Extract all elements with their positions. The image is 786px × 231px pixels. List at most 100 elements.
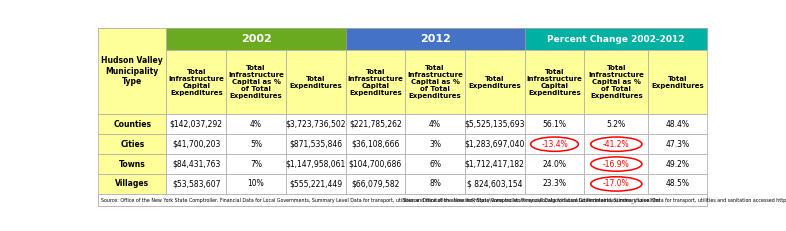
Bar: [98, 28, 167, 114]
Text: $41,700,203: $41,700,203: [172, 140, 221, 149]
Bar: [525, 154, 584, 174]
Text: 48.5%: 48.5%: [666, 179, 690, 188]
Bar: [98, 194, 707, 206]
Bar: [465, 114, 525, 134]
Bar: [98, 134, 167, 154]
Bar: [648, 174, 707, 194]
Text: $871,535,846: $871,535,846: [289, 140, 342, 149]
Bar: [465, 50, 525, 114]
Bar: [406, 154, 465, 174]
Text: Total
Expenditures: Total Expenditures: [652, 76, 704, 89]
Bar: [465, 174, 525, 194]
Text: Total
Infrastructure
Capital as %
of Total
Expenditures: Total Infrastructure Capital as % of Tot…: [407, 65, 463, 99]
Bar: [648, 50, 707, 114]
Text: $3,723,736,502: $3,723,736,502: [285, 120, 346, 129]
Text: 56.1%: 56.1%: [542, 120, 567, 129]
Text: Villages: Villages: [116, 179, 149, 188]
Text: $53,583,607: $53,583,607: [172, 179, 221, 188]
Text: 24.0%: 24.0%: [542, 160, 567, 169]
Text: Total
Infrastructure
Capital
Expenditures: Total Infrastructure Capital Expenditure…: [527, 69, 582, 96]
Bar: [167, 134, 226, 154]
Bar: [98, 28, 167, 50]
Bar: [167, 28, 346, 50]
Bar: [406, 134, 465, 154]
Bar: [648, 114, 707, 134]
Bar: [167, 50, 226, 114]
Text: 2002: 2002: [241, 34, 271, 44]
Bar: [226, 154, 286, 174]
Text: $221,785,262: $221,785,262: [349, 120, 402, 129]
Text: $1,147,958,061: $1,147,958,061: [285, 160, 346, 169]
Text: Total
Expenditures: Total Expenditures: [468, 76, 521, 89]
Bar: [286, 174, 346, 194]
Text: Total
Expenditures: Total Expenditures: [289, 76, 342, 89]
Text: -41.2%: -41.2%: [603, 140, 630, 149]
Bar: [98, 114, 167, 134]
Text: 7%: 7%: [250, 160, 262, 169]
Text: $66,079,582: $66,079,582: [351, 179, 399, 188]
Bar: [525, 174, 584, 194]
Text: 3%: 3%: [429, 140, 441, 149]
Bar: [346, 134, 406, 154]
Bar: [98, 154, 167, 174]
Text: 5.2%: 5.2%: [607, 120, 626, 129]
Bar: [226, 134, 286, 154]
Text: Total
Infrastructure
Capital
Expenditures: Total Infrastructure Capital Expenditure…: [347, 69, 403, 96]
Bar: [167, 114, 226, 134]
Bar: [465, 134, 525, 154]
Bar: [346, 28, 525, 50]
Bar: [584, 114, 648, 134]
Bar: [525, 28, 707, 50]
Text: Counties: Counties: [113, 120, 152, 129]
Text: 4%: 4%: [250, 120, 262, 129]
Bar: [346, 50, 406, 114]
Text: 8%: 8%: [429, 179, 441, 188]
Bar: [525, 114, 584, 134]
Bar: [584, 50, 648, 114]
Text: 47.3%: 47.3%: [666, 140, 690, 149]
Text: $104,700,686: $104,700,686: [349, 160, 402, 169]
Text: $5,525,135,693: $5,525,135,693: [465, 120, 525, 129]
Bar: [406, 50, 465, 114]
Bar: [525, 134, 584, 154]
Bar: [346, 114, 406, 134]
Text: $ 824,603,154: $ 824,603,154: [467, 179, 523, 188]
Text: 23.3%: 23.3%: [542, 179, 567, 188]
Text: 48.4%: 48.4%: [666, 120, 690, 129]
Bar: [406, 114, 465, 134]
Text: 10%: 10%: [248, 179, 264, 188]
Bar: [406, 174, 465, 194]
Text: $142,037,292: $142,037,292: [170, 120, 222, 129]
Text: Source: Office of the New York State Comptroller, Financial Data for Local Gover: Source: Office of the New York State Com…: [101, 197, 660, 203]
Bar: [525, 50, 584, 114]
Text: Hudson Valley
Municipality
Type: Hudson Valley Municipality Type: [101, 56, 163, 86]
Text: Total
Infrastructure
Capital as %
of Total
Expenditures: Total Infrastructure Capital as % of Tot…: [228, 65, 284, 99]
Bar: [286, 50, 346, 114]
Bar: [98, 194, 707, 206]
Bar: [648, 134, 707, 154]
Bar: [648, 154, 707, 174]
Bar: [167, 154, 226, 174]
Bar: [584, 134, 648, 154]
Text: -13.4%: -13.4%: [541, 140, 567, 149]
Bar: [226, 50, 286, 114]
Text: $555,221,449: $555,221,449: [289, 179, 342, 188]
Bar: [226, 114, 286, 134]
Bar: [286, 154, 346, 174]
Text: Percent Change 2002-2012: Percent Change 2002-2012: [547, 34, 685, 43]
Bar: [346, 174, 406, 194]
Bar: [98, 174, 167, 194]
Text: 49.2%: 49.2%: [666, 160, 690, 169]
Bar: [465, 154, 525, 174]
Text: $36,108,666: $36,108,666: [351, 140, 399, 149]
Bar: [226, 174, 286, 194]
Bar: [286, 134, 346, 154]
Text: 4%: 4%: [429, 120, 441, 129]
Text: Total
Infrastructure
Capital as %
of Total
Expenditures: Total Infrastructure Capital as % of Tot…: [589, 65, 645, 99]
Bar: [584, 174, 648, 194]
Text: Total
Infrastructure
Capital
Expenditures: Total Infrastructure Capital Expenditure…: [168, 69, 224, 96]
Bar: [584, 154, 648, 174]
Text: Cities: Cities: [120, 140, 145, 149]
Text: $84,431,763: $84,431,763: [172, 160, 221, 169]
Text: Source: Office of the New York State Comptroller, Financial Data for Local Gover: Source: Office of the New York State Com…: [403, 197, 786, 203]
